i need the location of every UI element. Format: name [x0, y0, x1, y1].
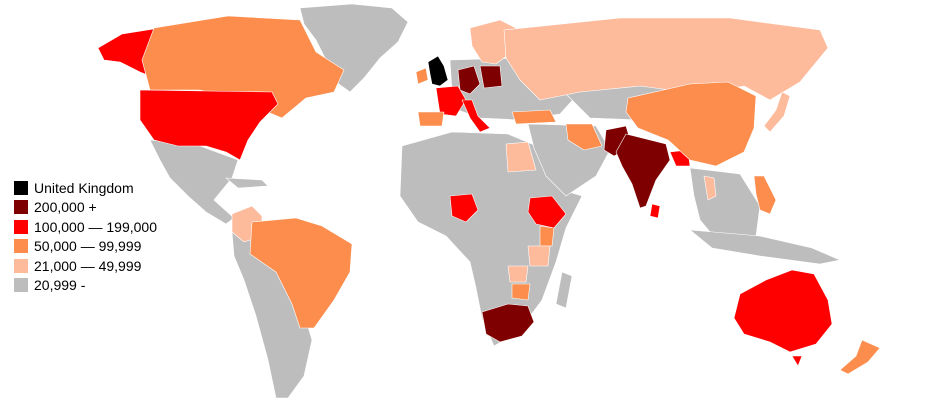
- poland: [479, 65, 503, 89]
- japan: [763, 91, 791, 133]
- turkey: [511, 109, 557, 125]
- nigeria: [449, 193, 479, 223]
- legend-label: 100,000 — 199,000: [34, 218, 157, 235]
- zambia: [507, 265, 529, 283]
- iran: [565, 123, 603, 151]
- legend-swatch: [14, 278, 28, 293]
- russia: [503, 17, 829, 101]
- legend-item: 20,999 -: [14, 276, 157, 296]
- ireland: [415, 67, 429, 85]
- legend-swatch: [14, 258, 28, 273]
- germany: [457, 65, 481, 95]
- india: [615, 133, 671, 209]
- philippines: [753, 175, 777, 215]
- madagascar-region: [555, 271, 573, 309]
- legend-swatch: [14, 200, 28, 215]
- sri-lanka: [649, 203, 661, 219]
- legend-swatch: [14, 239, 28, 254]
- greenland-region: [299, 3, 409, 93]
- legend-item: United Kingdom: [14, 178, 157, 198]
- thailand: [703, 175, 717, 201]
- legend-item: 21,000 — 49,999: [14, 256, 157, 276]
- legend: United Kingdom 200,000 + 100,000 — 199,0…: [14, 178, 157, 295]
- central-america-region: [149, 139, 239, 225]
- australia: [733, 269, 833, 353]
- tasmania: [791, 355, 803, 367]
- legend-item: 200,000 +: [14, 198, 157, 218]
- legend-swatch: [14, 180, 28, 195]
- legend-swatch: [14, 219, 28, 234]
- legend-label: 21,000 — 49,999: [34, 257, 142, 274]
- brazil: [249, 217, 353, 329]
- south-africa: [481, 303, 535, 343]
- united-kingdom: [427, 55, 449, 87]
- indonesia-region: [689, 229, 841, 265]
- italy: [461, 99, 491, 133]
- legend-label: 50,000 — 99,999: [34, 238, 142, 255]
- zimbabwe: [511, 283, 531, 301]
- usa: [139, 89, 279, 161]
- new-zealand: [839, 339, 881, 375]
- tanzania: [527, 245, 551, 267]
- legend-item: 100,000 — 199,000: [14, 217, 157, 237]
- spain: [417, 111, 445, 127]
- legend-label: United Kingdom: [34, 179, 134, 196]
- legend-label: 200,000 +: [34, 199, 97, 216]
- china: [625, 81, 757, 167]
- saudi-arabia: [505, 141, 537, 173]
- kenya: [539, 225, 555, 247]
- france: [435, 85, 467, 117]
- caribbean-region: [225, 177, 269, 189]
- legend-label: 20,999 -: [34, 277, 86, 294]
- legend-item: 50,000 — 99,999: [14, 237, 157, 257]
